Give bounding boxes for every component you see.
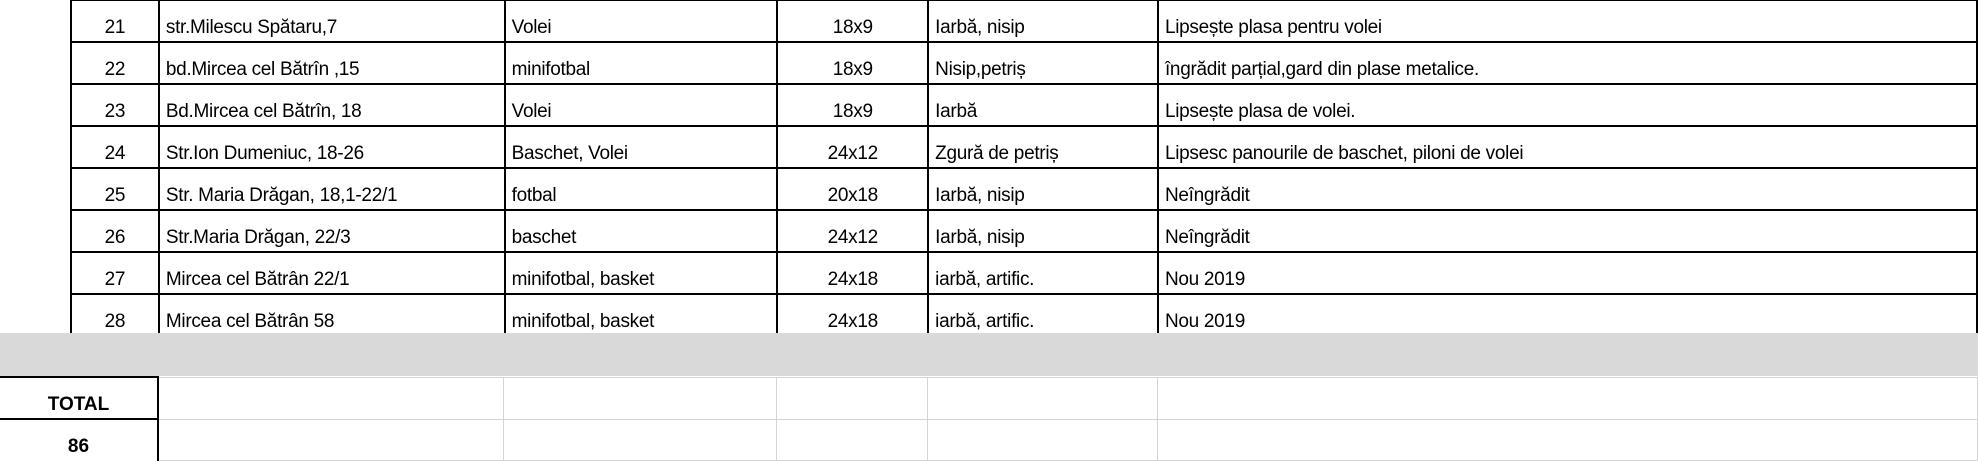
address-cell[interactable]: Str.Ion Dumeniuc, 18-26 (157, 125, 506, 169)
surface-cell[interactable]: Iarbă, nisip (927, 209, 1159, 253)
size-cell[interactable]: 24x12 (776, 209, 930, 253)
notes-cell[interactable]: Neîngrădit (1156, 209, 1978, 253)
address-cell[interactable]: Str. Maria Drăgan, 18,1-22/1 (157, 167, 506, 211)
surface-cell[interactable]: iarbă, artific. (927, 251, 1159, 295)
size-cell[interactable]: 24x18 (776, 293, 930, 337)
size-cell[interactable]: 20x18 (776, 167, 930, 211)
type-cell[interactable]: Volei (503, 83, 779, 127)
type-cell[interactable]: Volei (503, 0, 779, 43)
empty-cell[interactable] (1157, 376, 1978, 420)
address-cell[interactable]: Bd.Mircea cel Bătrîn, 18 (157, 83, 506, 127)
table-row: 27 Mircea cel Bătrân 22/1 minifotbal, bask… (70, 251, 1978, 295)
table-row: 21 str.Milescu Spătaru,7 Volei 18x9 Iarbă, n… (70, 0, 1978, 43)
empty-cell[interactable] (776, 376, 929, 420)
notes-cell[interactable]: îngrădit parțial,gard din plase metalice… (1156, 41, 1978, 85)
surface-cell[interactable]: Iarbă, nisip (927, 167, 1159, 211)
size-cell[interactable]: 24x12 (776, 125, 930, 169)
sports-grounds-table: 21 str.Milescu Spătaru,7 Volei 18x9 Iarbă, n… (70, 0, 1978, 337)
row-number[interactable]: 21 (70, 0, 160, 43)
address-cell[interactable]: Str.Maria Drăgan, 22/3 (157, 209, 506, 253)
total-section: TOTAL 86 (0, 376, 1978, 461)
separator-band (0, 333, 1978, 376)
empty-cell[interactable] (503, 376, 778, 420)
type-cell[interactable]: fotbal (503, 167, 779, 211)
table-row: 23 Bd.Mircea cel Bătrîn, 18 Volei 18x9 Iarbă… (70, 83, 1978, 127)
table-row: 25 Str. Maria Drăgan, 18,1-22/1 fotbal 20x1… (70, 167, 1978, 211)
empty-cell[interactable] (1157, 418, 1978, 461)
address-cell[interactable]: bd.Mircea cel Bătrîn ,15 (157, 41, 506, 85)
address-cell[interactable]: Mircea cel Bătrân 22/1 (157, 251, 506, 295)
total-label[interactable]: TOTAL (0, 376, 159, 420)
table-row: 28 Mircea cel Bătrân 58 minifotbal, basket… (70, 293, 1978, 337)
empty-cell[interactable] (157, 418, 505, 461)
notes-cell[interactable]: Neîngrădit (1156, 167, 1978, 211)
notes-cell[interactable]: Lipsește plasa de volei. (1156, 83, 1978, 127)
surface-cell[interactable]: Iarbă (927, 83, 1159, 127)
row-number[interactable]: 25 (70, 167, 160, 211)
row-number[interactable]: 23 (70, 83, 160, 127)
total-value[interactable]: 86 (0, 418, 159, 460)
empty-cell[interactable] (927, 418, 1159, 461)
address-cell[interactable]: str.Milescu Spătaru,7 (157, 0, 506, 43)
empty-cell[interactable] (157, 376, 505, 420)
notes-cell[interactable]: Nou 2019 (1156, 293, 1978, 337)
empty-cell[interactable] (927, 376, 1159, 420)
row-number[interactable]: 27 (70, 251, 160, 295)
type-cell[interactable]: baschet (503, 209, 779, 253)
type-cell[interactable]: minifotbal (503, 41, 779, 85)
table-row: 24 Str.Ion Dumeniuc, 18-26 Baschet, Volei 2… (70, 125, 1978, 169)
surface-cell[interactable]: Zgură de petriș (927, 125, 1159, 169)
surface-cell[interactable]: Nisip,petriș (927, 41, 1159, 85)
row-number[interactable]: 22 (70, 41, 160, 85)
empty-cell[interactable] (776, 418, 929, 461)
row-number[interactable]: 24 (70, 125, 160, 169)
surface-cell[interactable]: Iarbă, nisip (927, 0, 1159, 43)
empty-cell[interactable] (503, 418, 778, 461)
table-row: 26 Str.Maria Drăgan, 22/3 baschet 24x12 Iarb… (70, 209, 1978, 253)
notes-cell[interactable]: Lipsesc panourile de baschet, piloni de … (1156, 125, 1978, 169)
type-cell[interactable]: minifotbal, basket (503, 251, 779, 295)
surface-cell[interactable]: iarbă, artific. (927, 293, 1159, 337)
type-cell[interactable]: minifotbal, basket (503, 293, 779, 337)
notes-cell[interactable]: Lipsește plasa pentru volei (1156, 0, 1978, 43)
row-number[interactable]: 28 (70, 293, 160, 337)
size-cell[interactable]: 18x9 (776, 0, 930, 43)
size-cell[interactable]: 18x9 (776, 41, 930, 85)
row-number[interactable]: 26 (70, 209, 160, 253)
notes-cell[interactable]: Nou 2019 (1156, 251, 1978, 295)
type-cell[interactable]: Baschet, Volei (503, 125, 779, 169)
size-cell[interactable]: 24x18 (776, 251, 930, 295)
table-row: 22 bd.Mircea cel Bătrîn ,15 minifotbal 18x9… (70, 41, 1978, 85)
address-cell[interactable]: Mircea cel Bătrân 58 (157, 293, 506, 337)
size-cell[interactable]: 18x9 (776, 83, 930, 127)
